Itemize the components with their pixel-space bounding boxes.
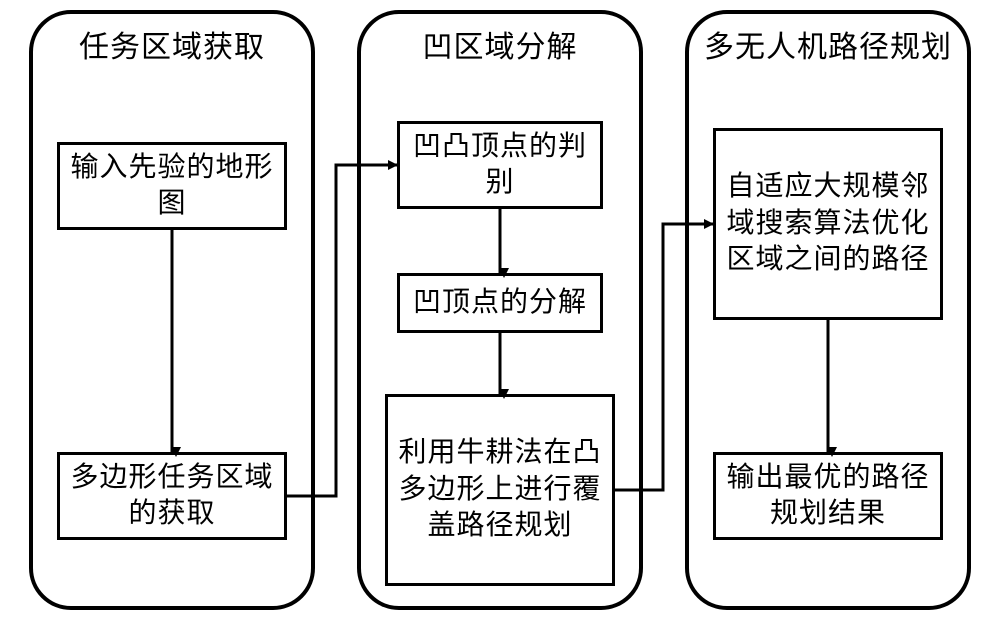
stage-title: 凹区域分解 <box>361 22 639 66</box>
node-output-result: 输出最优的路径规划结果 <box>713 452 943 540</box>
stage-title: 任务区域获取 <box>33 22 311 66</box>
node-alns-optimize: 自适应大规模邻域搜索算法优化区域之间的路径 <box>713 128 943 320</box>
node-boustrophedon: 利用牛耕法在凸多边形上进行覆盖路径规划 <box>385 394 615 586</box>
node-vertex-judge: 凹凸顶点的判别 <box>397 121 603 209</box>
stage-title: 多无人机路径规划 <box>689 22 967 66</box>
node-polygon-region: 多边形任务区域的获取 <box>57 452 287 540</box>
node-vertex-decomp: 凹顶点的分解 <box>397 273 603 333</box>
node-input-terrain: 输入先验的地形图 <box>57 142 287 230</box>
